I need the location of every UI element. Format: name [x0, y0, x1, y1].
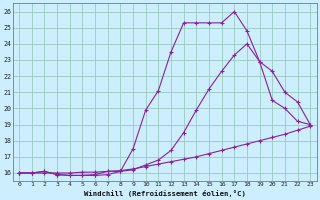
X-axis label: Windchill (Refroidissement éolien,°C): Windchill (Refroidissement éolien,°C): [84, 190, 246, 197]
